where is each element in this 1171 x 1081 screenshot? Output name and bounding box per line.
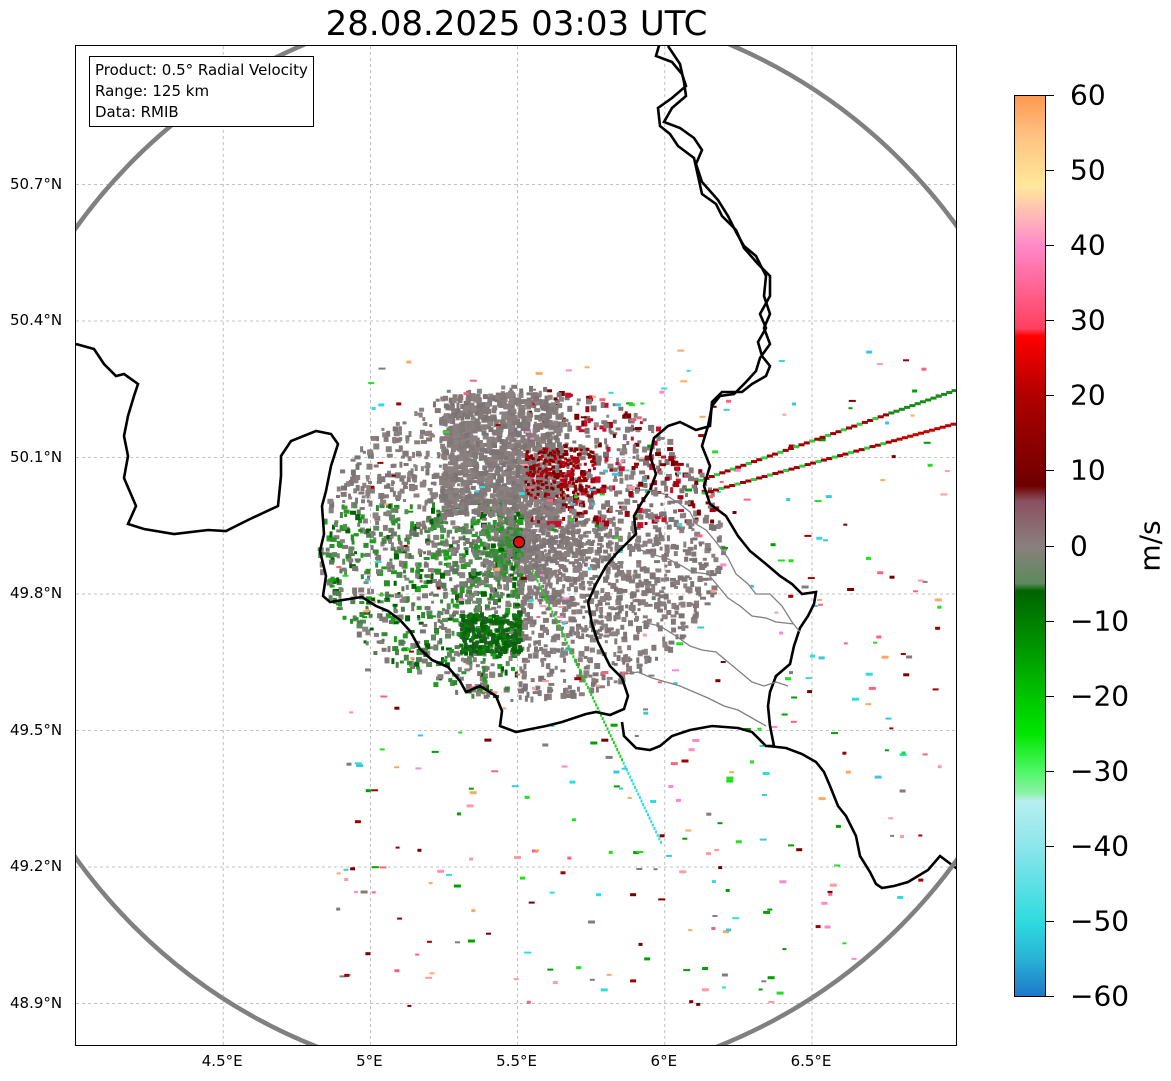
radar-echoes (317, 349, 956, 1007)
colorbar-tick-label: −50 (1070, 904, 1130, 938)
colorbar-tick-mark (1046, 395, 1054, 397)
radar-map-panel[interactable] (75, 45, 957, 1046)
colorbar-tick-mark (1046, 245, 1054, 247)
range-label: Range: 125 km (95, 82, 210, 100)
colorbar-tick-mark (1046, 845, 1054, 847)
colorbar-tick-label: 50 (1070, 153, 1106, 187)
colorbar-tick-mark (1046, 920, 1054, 922)
product-label: Product: 0.5° Radial Velocity (95, 61, 308, 79)
colorbar-unit-label: m/s (1133, 520, 1167, 572)
lat-tick-label: 50.7°N (10, 174, 63, 193)
colorbar-tick-mark (1046, 695, 1054, 697)
country-border-france-east (767, 744, 956, 890)
colorbar-tick-label: 20 (1070, 378, 1106, 412)
map-title: 28.08.2025 03:03 UTC (325, 4, 708, 44)
lon-tick-label: 6.5°E (790, 1052, 832, 1070)
lon-tick-label: 6°E (650, 1052, 678, 1070)
lon-tick-label: 5.5°E (496, 1052, 538, 1070)
colorbar-tick-label: 60 (1070, 78, 1106, 112)
colorbar-tick-mark (1046, 95, 1054, 96)
lat-tick-label: 49.5°N (10, 720, 63, 739)
velocity-colorbar (1014, 95, 1046, 997)
colorbar-tick-label: 10 (1070, 453, 1106, 487)
colorbar-tick-label: −30 (1070, 754, 1130, 788)
lon-tick-label: 4.5°E (201, 1052, 243, 1070)
colorbar-tick-mark (1046, 170, 1054, 172)
country-border-lux-south (620, 425, 818, 752)
colorbar-tick-mark (1046, 620, 1054, 622)
country-border-germany (662, 46, 772, 427)
lon-tick-label: 5°E (356, 1052, 383, 1070)
colorbar-tick-mark (1046, 996, 1054, 997)
region-border-lux (623, 489, 801, 727)
colorbar-tick-label: −40 (1070, 829, 1130, 863)
lat-tick-label: 50.4°N (10, 311, 63, 329)
lat-tick-label: 50.1°N (10, 447, 63, 466)
colorbar-tick-label: −10 (1070, 604, 1130, 638)
data-source-label: Data: RMIB (95, 103, 179, 121)
colorbar-tick-mark (1046, 320, 1054, 322)
colorbar-tick-mark (1046, 470, 1054, 472)
colorbar-tick-label: 30 (1070, 303, 1106, 337)
colorbar-tick-label: −20 (1070, 679, 1130, 713)
colorbar-tick-label: −60 (1070, 979, 1130, 1013)
colorbar-tick-label: 40 (1070, 228, 1106, 262)
colorbar-tick-mark (1046, 770, 1054, 772)
lat-tick-label: 49.8°N (10, 584, 63, 602)
lat-tick-label: 48.9°N (10, 993, 63, 1012)
lat-tick-label: 49.2°N (10, 857, 63, 875)
product-info-box: Product: 0.5° Radial Velocity Range: 125… (89, 56, 314, 127)
colorbar-tick-mark (1046, 545, 1054, 547)
radar-site-marker (512, 536, 526, 549)
colorbar-tick-label: 0 (1070, 529, 1088, 562)
radar-map-svg (76, 46, 956, 1045)
